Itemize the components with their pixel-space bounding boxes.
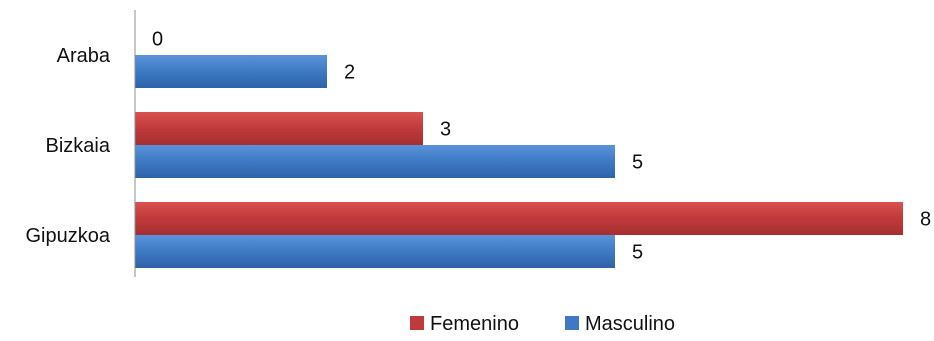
category-label-bizkaia: Bizkaia [46,135,111,157]
bar-masculino-gipuzkoa [135,235,615,268]
labels-layer: Araba 0 2 Bizkaia 3 5 Gipuzkoa 8 5 [26,29,932,264]
data-label-femenino-bizkaia: 3 [440,119,451,141]
bar-femenino-bizkaia [135,112,423,145]
bar-masculino-bizkaia [135,145,615,178]
bar-femenino-gipuzkoa [135,202,903,235]
category-label-gipuzkoa: Gipuzkoa [26,225,111,247]
bars-layer [135,55,903,268]
legend-swatch-femenino [410,316,424,330]
data-label-femenino-araba: 0 [152,29,163,51]
category-label-araba: Araba [57,45,111,67]
data-label-masculino-bizkaia: 5 [632,152,643,174]
legend: Femenino Masculino [410,313,675,335]
data-label-femenino-gipuzkoa: 8 [920,209,931,231]
bar-masculino-araba [135,55,327,88]
legend-label-femenino: Femenino [430,313,519,335]
legend-swatch-masculino [565,316,579,330]
legend-label-masculino: Masculino [585,313,675,335]
data-label-masculino-araba: 2 [344,62,355,84]
data-label-masculino-gipuzkoa: 5 [632,242,643,264]
